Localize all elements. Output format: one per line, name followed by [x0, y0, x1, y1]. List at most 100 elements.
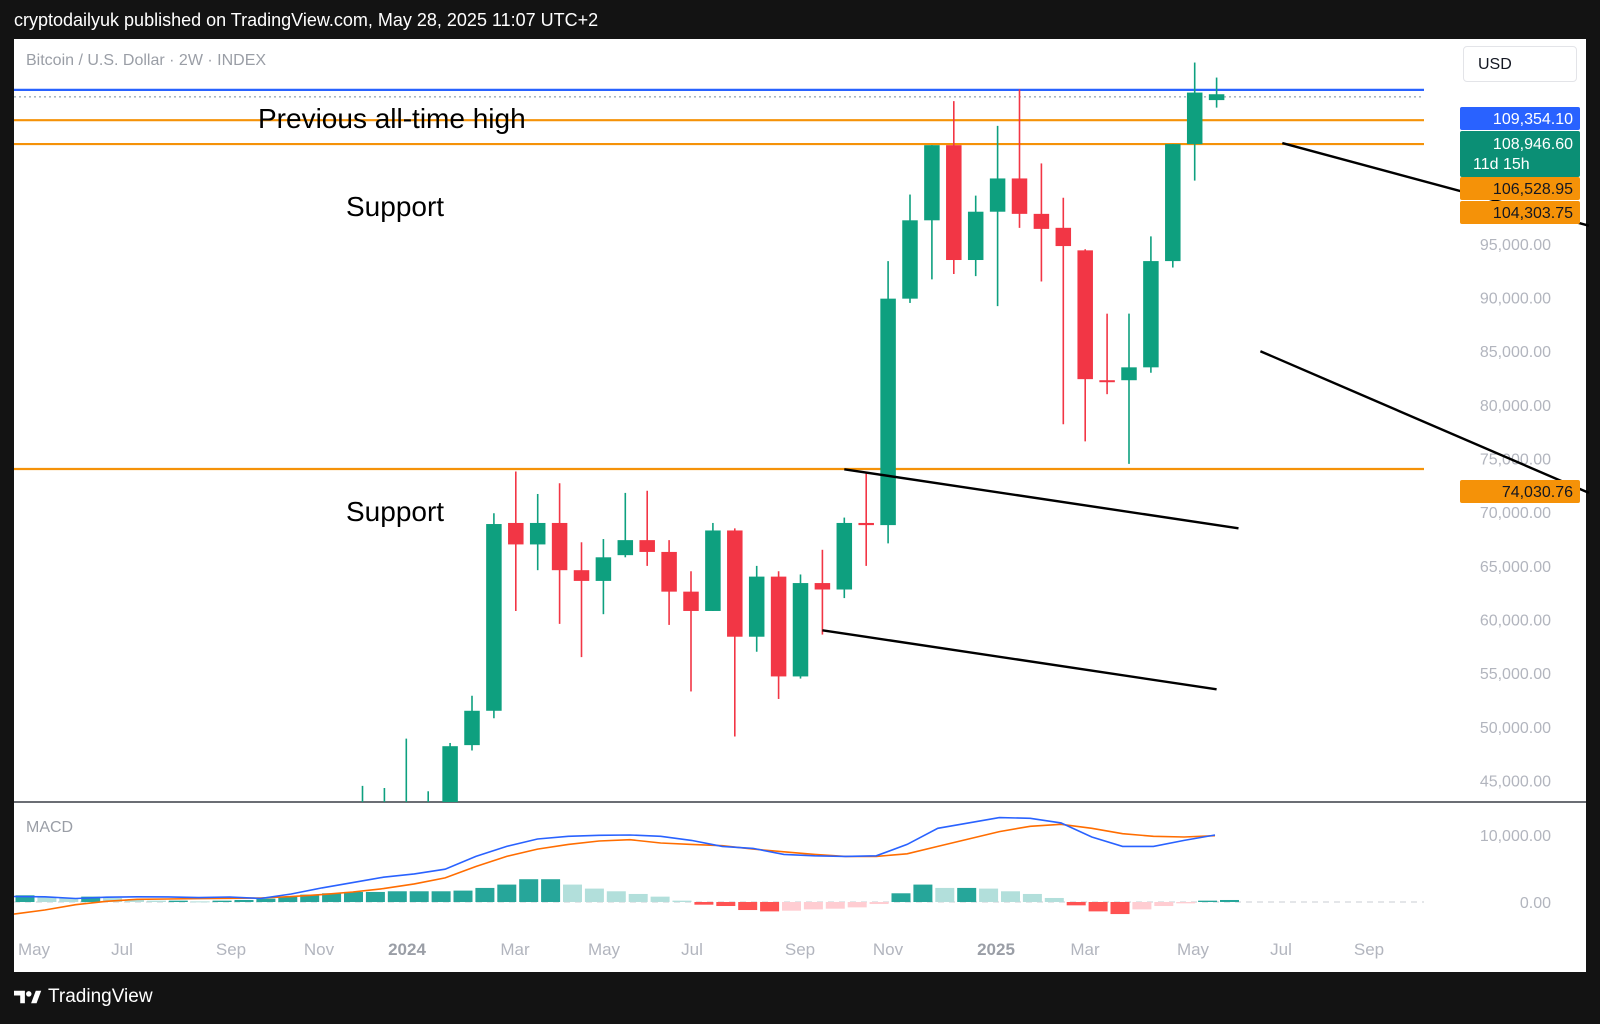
tradingview-logo[interactable]: TradingView — [14, 986, 153, 1008]
macd-histogram-bar — [825, 902, 845, 909]
macd-histogram-bar — [541, 879, 561, 902]
candle-body — [705, 530, 721, 611]
candle-body — [529, 522, 546, 545]
macd-histogram-bar — [782, 902, 801, 911]
annotation-support-upper: Support — [346, 191, 444, 222]
macd-histogram-bar — [519, 879, 539, 902]
candle-body — [464, 710, 480, 746]
candle-body — [420, 802, 436, 856]
macd-axis-label: 10,000.00 — [1480, 828, 1551, 845]
macd-histogram-bar — [1001, 891, 1020, 902]
candles-group — [355, 62, 1225, 973]
macd-histogram-bar — [1044, 897, 1064, 902]
candle-body — [639, 540, 655, 552]
macd-histogram-bar — [125, 899, 144, 902]
candle-body — [1121, 367, 1137, 381]
trendline — [1259, 350, 1590, 495]
candle-body — [1186, 92, 1203, 145]
candle-body — [573, 570, 590, 581]
candle-body — [508, 522, 524, 545]
macd-histogram-bar — [869, 902, 889, 905]
macd-histogram-bar — [891, 893, 911, 902]
time-axis-label: May — [588, 940, 621, 959]
badge-level-1: 106,528.95 — [1493, 181, 1573, 198]
candle-body — [924, 145, 940, 221]
macd-histogram-bar — [344, 891, 363, 902]
badge-ath: 109,354.10 — [1493, 111, 1573, 128]
macd-histogram-bar — [957, 887, 977, 902]
macd-histogram-bar — [803, 902, 823, 910]
badge-level-3: 74,030.76 — [1502, 484, 1573, 501]
macd-histogram-bar — [59, 897, 79, 902]
macd-histogram-bar — [453, 890, 473, 902]
time-axis-label: Nov — [304, 940, 335, 959]
candle-body — [1011, 178, 1028, 214]
candle-body — [1033, 213, 1050, 229]
badge-last: 108,946.60 — [1493, 136, 1573, 153]
badge-last-bg — [1460, 131, 1580, 177]
macd-histogram-bar — [563, 884, 582, 902]
price-axis-label: 90,000.00 — [1480, 291, 1551, 308]
badge-countdown: 11d 15h — [1473, 156, 1530, 173]
candle-body — [1208, 94, 1225, 101]
macd-histogram-bar — [431, 891, 451, 902]
macd-histogram-bar — [300, 894, 320, 902]
time-axis-label: Sep — [785, 940, 815, 959]
macd-histogram-bar — [190, 901, 210, 903]
macd-histogram-bar — [672, 900, 692, 902]
trendline — [822, 629, 1217, 691]
candle-body — [399, 856, 415, 888]
macd-histogram-bar — [1154, 902, 1174, 907]
macd-signal-line — [13, 823, 1216, 915]
time-axis-label: Sep — [1354, 940, 1384, 959]
price-axis-label: 60,000.00 — [1480, 613, 1551, 630]
macd-histogram-bar — [606, 891, 626, 902]
macd-histogram-bar — [584, 888, 604, 902]
macd-histogram-bar — [475, 887, 495, 902]
macd-histogram-bar — [1132, 902, 1152, 910]
candle-body — [792, 583, 809, 677]
badge-level-2: 104,303.75 — [1493, 205, 1573, 222]
price-axis-label: 65,000.00 — [1480, 559, 1551, 576]
candle-body — [617, 540, 634, 556]
macd-axis-label: 0.00 — [1520, 895, 1551, 912]
trendline — [844, 468, 1239, 530]
candle-body — [1077, 250, 1093, 380]
candle-body — [551, 522, 568, 571]
candle-body — [355, 952, 371, 973]
candle-body — [989, 178, 1006, 212]
candle-body — [1099, 380, 1115, 383]
macd-histogram-bar — [738, 902, 758, 911]
macd-histogram-bar — [365, 891, 385, 902]
candle-body — [486, 524, 502, 711]
candle-body — [727, 530, 743, 637]
macd-histogram-bar — [1088, 902, 1108, 912]
price-axis-label: 70,000.00 — [1480, 505, 1551, 522]
macd-histogram-bar — [103, 897, 123, 902]
time-axis-label: Mar — [500, 940, 530, 959]
macd-histogram-bar — [847, 902, 867, 908]
time-axis-label: Mar — [1070, 940, 1100, 959]
macd-histogram-bar — [409, 891, 429, 902]
candle-body — [1165, 144, 1181, 262]
candle-body — [880, 298, 896, 526]
annotation-support-lower: Support — [346, 496, 444, 527]
macd-histogram-bar — [935, 887, 955, 902]
macd-histogram-bar — [760, 902, 780, 912]
macd-histogram-bar — [37, 897, 57, 902]
price-axis-label: 80,000.00 — [1480, 398, 1551, 415]
candle-body — [902, 220, 918, 299]
symbol-title: Bitcoin / U.S. Dollar · 2W · INDEX — [26, 52, 267, 69]
macd-histogram-bar — [913, 884, 933, 902]
currency-select[interactable]: USD — [1463, 46, 1577, 82]
price-axis-label: 45,000.00 — [1480, 774, 1551, 791]
tradingview-brand: TradingView — [48, 986, 153, 1007]
macd-histogram-bar — [628, 893, 648, 902]
time-axis-label: Jul — [681, 940, 703, 959]
candle-body — [836, 522, 853, 590]
macd-histogram-bar — [1022, 893, 1042, 902]
candle-body — [683, 591, 699, 611]
tradingview-logo-icon — [14, 990, 42, 1004]
macd-histogram-bar — [1198, 900, 1218, 902]
